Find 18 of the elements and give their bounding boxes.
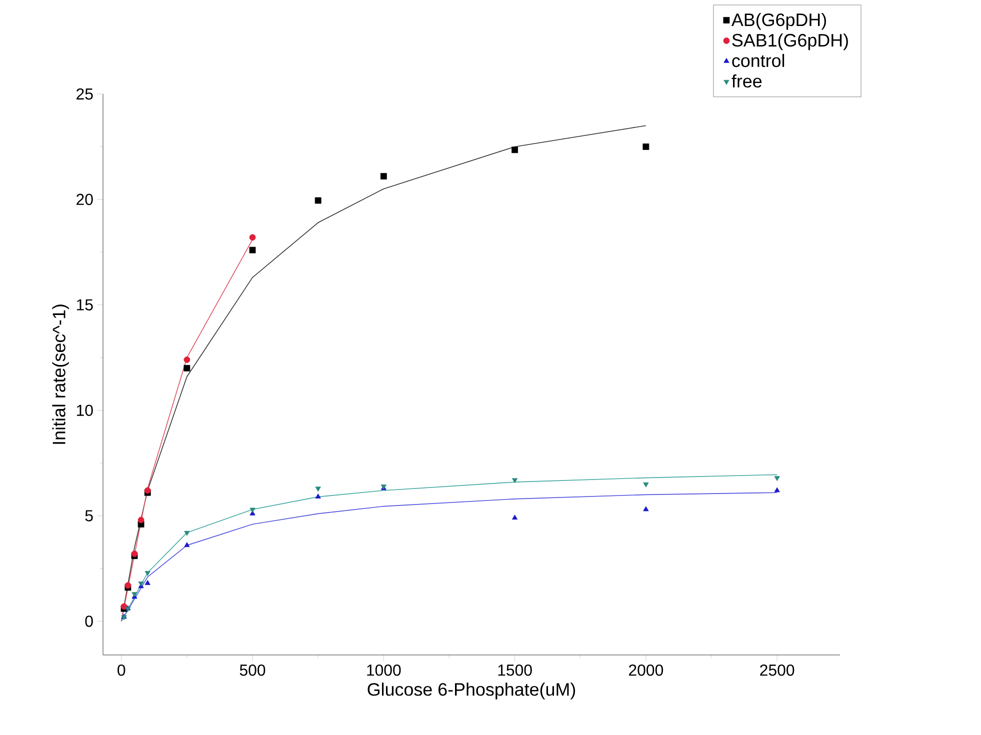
y-tick-label: 0 — [85, 616, 93, 627]
legend-label: AB(G6pDH) — [731, 12, 826, 30]
legend-label: SAB1(G6pDH) — [732, 33, 848, 50]
x-tick-label: 500 — [240, 664, 266, 676]
y-tick-label: 20 — [76, 194, 93, 206]
legend-label: control — [732, 54, 784, 68]
x-tick-label: 0 — [118, 664, 126, 676]
y-tick-label: 25 — [76, 88, 93, 100]
y-tick-label: 10 — [76, 404, 93, 416]
y-axis-title: Initial rate(sec^-1) — [52, 304, 69, 444]
legend-label: free — [732, 74, 762, 88]
x-tick-label: 2000 — [628, 664, 664, 676]
x-tick-label: 1000 — [367, 664, 401, 676]
x-tick-label: 2500 — [760, 664, 794, 676]
y-tick-label: 5 — [85, 510, 93, 522]
x-axis-title: Glucose 6-Phosphate(uM) — [368, 682, 576, 700]
x-tick-label: 1500 — [498, 664, 532, 676]
y-tick-label: 15 — [76, 299, 93, 310]
